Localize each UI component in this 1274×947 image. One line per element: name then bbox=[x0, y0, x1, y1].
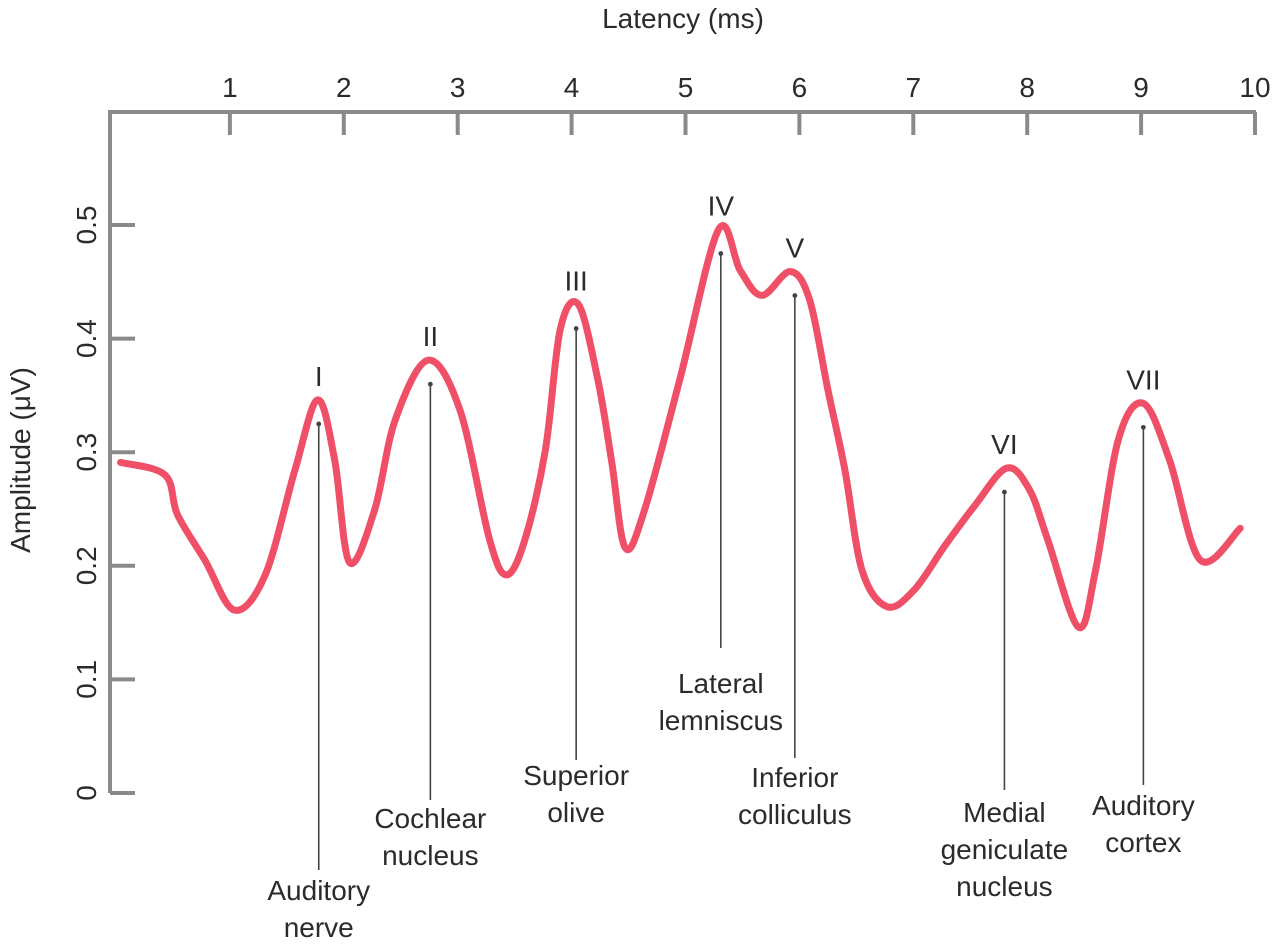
structure-label: Inferior bbox=[751, 762, 838, 793]
y-tick-label: 0.4 bbox=[71, 319, 102, 358]
x-tick-label: 3 bbox=[450, 72, 466, 103]
structure-label: cortex bbox=[1105, 827, 1181, 858]
y-axis-label: Amplitude (μV) bbox=[5, 367, 36, 553]
structure-label: Superior bbox=[523, 760, 629, 791]
structure-label: olive bbox=[547, 797, 605, 828]
leader-lines bbox=[316, 251, 1146, 870]
structure-label: Medial bbox=[963, 797, 1045, 828]
x-tick-label: 10 bbox=[1239, 72, 1270, 103]
structure-label: nerve bbox=[284, 912, 354, 943]
leader-dot bbox=[792, 293, 798, 298]
leader-dot bbox=[573, 326, 579, 331]
x-axis-label: Latency (ms) bbox=[602, 3, 764, 34]
peak-label: II bbox=[423, 321, 439, 352]
x-tick-label: 4 bbox=[564, 72, 580, 103]
peak-label: I bbox=[315, 361, 323, 392]
annotations: I Auditory nerve II Cochlear nucleus III Superi… bbox=[267, 191, 1194, 943]
leader-dot bbox=[316, 421, 322, 427]
y-tick-label: 0.2 bbox=[71, 546, 102, 585]
peak-label: V bbox=[786, 233, 805, 264]
leader-dot bbox=[1140, 424, 1146, 430]
y-tick-label: 0.5 bbox=[71, 206, 102, 245]
leader-dot bbox=[1002, 489, 1007, 495]
x-tick-label: 6 bbox=[792, 72, 808, 103]
y-tick-label: 0 bbox=[71, 785, 102, 801]
structure-label: lemniscus bbox=[659, 705, 783, 736]
structure-label: nucleus bbox=[956, 871, 1053, 902]
structure-label: Cochlear bbox=[374, 803, 486, 834]
structure-label: Lateral bbox=[678, 668, 764, 699]
x-tick-label: 7 bbox=[906, 72, 922, 103]
x-tick-label: 8 bbox=[1019, 72, 1035, 103]
x-tick-label: 2 bbox=[336, 72, 352, 103]
peak-label: IV bbox=[708, 191, 735, 222]
x-tick-label: 5 bbox=[678, 72, 694, 103]
structure-label: Auditory bbox=[267, 875, 370, 906]
leader-dot bbox=[718, 251, 724, 256]
structure-label: geniculate bbox=[941, 834, 1069, 865]
peak-label: VII bbox=[1126, 364, 1160, 395]
structure-label: nucleus bbox=[382, 840, 479, 871]
peak-label: III bbox=[564, 266, 587, 297]
leader-dot bbox=[427, 381, 433, 387]
y-tick-label: 0.3 bbox=[71, 433, 102, 472]
series-line bbox=[117, 222, 1244, 632]
peak-label: VI bbox=[991, 429, 1017, 460]
structure-label: colliculus bbox=[738, 799, 852, 830]
axes: 1 2 3 4 5 6 7 8 9 10 0 0.1 0.2 0.3 0.4 0.5 bbox=[71, 72, 1271, 801]
x-tick-label: 9 bbox=[1133, 72, 1149, 103]
structure-label: Auditory bbox=[1092, 790, 1195, 821]
y-tick-label: 0.1 bbox=[71, 660, 102, 699]
x-tick-label: 1 bbox=[222, 72, 238, 103]
